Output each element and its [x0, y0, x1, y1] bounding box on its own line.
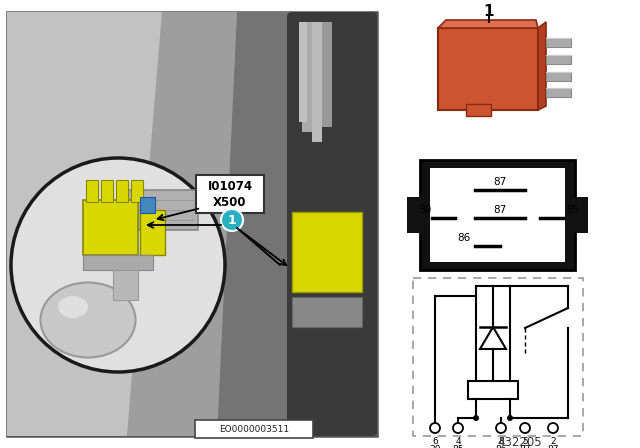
Bar: [302, 22, 312, 132]
Bar: [430, 168, 565, 262]
Text: EO0000003511: EO0000003511: [219, 425, 289, 434]
Text: 432205: 432205: [498, 435, 542, 448]
Ellipse shape: [58, 296, 88, 318]
Circle shape: [548, 423, 558, 433]
Text: 30: 30: [419, 205, 431, 215]
Circle shape: [520, 423, 530, 433]
Bar: [196, 175, 264, 213]
Polygon shape: [438, 28, 538, 110]
Circle shape: [11, 158, 225, 372]
Bar: [113, 270, 138, 300]
Text: 86: 86: [495, 445, 507, 448]
Bar: [86, 180, 98, 202]
Circle shape: [496, 423, 506, 433]
Text: 85: 85: [567, 205, 579, 215]
Bar: [292, 212, 362, 292]
Text: 87: 87: [519, 445, 531, 448]
Bar: [466, 104, 491, 116]
Ellipse shape: [40, 283, 136, 358]
Bar: [140, 210, 165, 255]
Text: 1: 1: [228, 214, 236, 227]
Text: 87: 87: [493, 205, 507, 215]
Bar: [101, 180, 113, 202]
Circle shape: [430, 423, 440, 433]
Bar: [195, 420, 313, 438]
Bar: [573, 197, 588, 233]
Text: 1: 1: [484, 4, 494, 18]
Bar: [7, 12, 377, 436]
Circle shape: [453, 423, 463, 433]
Text: I01074: I01074: [207, 181, 253, 194]
Text: 6: 6: [432, 436, 438, 445]
Polygon shape: [438, 20, 538, 28]
Bar: [322, 22, 332, 127]
Text: 87: 87: [547, 445, 559, 448]
Bar: [116, 180, 128, 202]
Bar: [468, 381, 518, 399]
Bar: [546, 38, 571, 47]
Polygon shape: [538, 22, 546, 110]
Bar: [420, 160, 575, 270]
Text: 86: 86: [457, 233, 470, 243]
Circle shape: [507, 415, 513, 421]
Bar: [546, 88, 571, 97]
Text: 87: 87: [493, 177, 507, 187]
Bar: [299, 22, 307, 122]
Text: 5: 5: [522, 436, 528, 445]
Text: 30: 30: [429, 445, 441, 448]
Polygon shape: [217, 12, 377, 436]
Bar: [407, 197, 422, 233]
Bar: [83, 200, 138, 255]
Text: 8: 8: [498, 436, 504, 445]
Bar: [546, 55, 571, 64]
Text: 4: 4: [455, 436, 461, 445]
Text: 85: 85: [452, 445, 464, 448]
Text: 2: 2: [550, 436, 556, 445]
Bar: [312, 22, 322, 142]
Bar: [140, 197, 155, 213]
Bar: [413, 278, 583, 436]
Polygon shape: [127, 12, 237, 436]
Circle shape: [473, 415, 479, 421]
Bar: [128, 190, 198, 230]
Bar: [292, 297, 362, 327]
Polygon shape: [480, 327, 506, 349]
Bar: [83, 255, 153, 270]
Bar: [297, 12, 377, 436]
Bar: [546, 72, 571, 81]
Text: X500: X500: [213, 195, 247, 208]
Polygon shape: [7, 12, 162, 436]
Bar: [131, 180, 143, 202]
FancyBboxPatch shape: [287, 12, 377, 436]
Circle shape: [221, 209, 243, 231]
